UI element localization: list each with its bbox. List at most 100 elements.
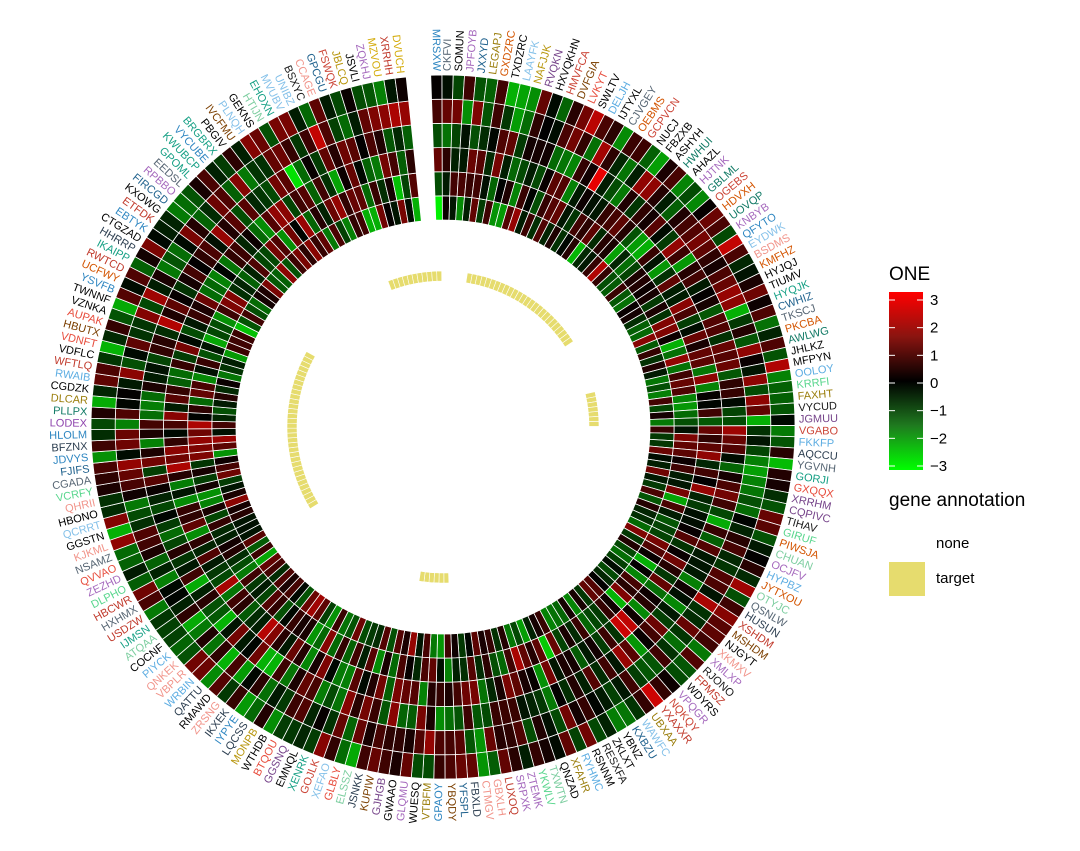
gene-label: VGABO	[799, 425, 839, 437]
annotation-cell-target	[436, 270, 443, 282]
gene-label: VTBFM	[420, 782, 434, 820]
legend-label-target: target	[936, 570, 975, 587]
annotation-cell-target	[286, 432, 298, 439]
gene-label: FJIFS	[60, 463, 91, 478]
gene-label: OOLOY	[794, 362, 835, 380]
heatmap-cell	[744, 393, 771, 407]
heatmap-cell	[769, 435, 796, 449]
heatmap-cell	[211, 434, 237, 444]
heatmap-cell	[138, 428, 165, 440]
legend-swatch-none	[889, 526, 925, 560]
color-legend-tick-label: 3	[930, 292, 938, 309]
heatmap-cell	[211, 420, 237, 430]
heatmap-cell	[431, 98, 443, 124]
heatmap-cell	[139, 437, 165, 450]
heatmap-cell	[443, 633, 453, 659]
heatmap-cell	[90, 428, 116, 442]
heatmap-cell	[441, 122, 453, 149]
heatmap-cell	[721, 405, 747, 418]
annotation-cell-target	[562, 336, 574, 348]
heatmap-cell	[432, 147, 443, 173]
annotation-cell-target	[431, 270, 438, 282]
gene-label: VYCUD	[798, 400, 837, 414]
heatmap-cell	[649, 418, 675, 427]
heatmap-cell	[697, 407, 723, 419]
heatmap-cell	[673, 425, 699, 435]
gene-label: AQCCU	[798, 448, 839, 463]
heatmap-cell	[433, 730, 446, 756]
gene-label: KRRFI	[796, 376, 830, 392]
heatmap-cell	[163, 419, 189, 430]
gene-label: FBXLD	[468, 781, 483, 817]
gene-label: CGADA	[51, 475, 92, 493]
heatmap-cell	[745, 404, 772, 417]
heatmap-cell	[444, 754, 457, 780]
heatmap-cell	[91, 449, 118, 464]
gene-label: DVUCH	[390, 34, 407, 74]
heatmap-cell	[441, 74, 454, 100]
annotation-cell-target	[286, 422, 298, 429]
heatmap-cell	[649, 410, 675, 420]
gene-label: FAXHT	[797, 388, 834, 403]
heatmap-cell	[431, 122, 443, 149]
heatmap-cell	[673, 417, 699, 427]
gene-labels: MRSXW CKFVISOMUNJPFOYBJXXYDLEGAPJGXDZRCTX…	[49, 29, 839, 824]
annotation-cell-target	[418, 570, 426, 583]
heatmap-cell	[436, 633, 445, 659]
heatmap-cell	[768, 391, 795, 406]
annotation-legend-title: gene annotation	[889, 490, 1025, 511]
annotation-cell-target	[588, 416, 600, 423]
heatmap-cell	[394, 76, 410, 103]
heatmap-cell	[721, 415, 748, 427]
annotation-cell-target	[438, 572, 445, 584]
heatmap-cell	[454, 729, 467, 756]
heatmap-cell	[434, 705, 446, 732]
gene-label: XRRHH	[377, 36, 395, 77]
heatmap-cell	[443, 657, 454, 683]
gene-label: JGMUU	[799, 413, 838, 426]
heatmap-cell	[114, 418, 140, 430]
gene-label: CGDZK	[50, 380, 90, 396]
heatmap-cell	[746, 425, 772, 437]
color-legend: ONE 3 2 1 0 −1 −2 −3	[889, 264, 947, 475]
color-legend-tick-label: 2	[930, 320, 938, 337]
legend-swatch-target	[889, 562, 925, 596]
heatmap-cell	[769, 402, 796, 416]
color-legend-ticks: 3 2 1 0 −1 −2 −3	[889, 292, 947, 475]
gene-label: PLLPX	[53, 405, 88, 418]
heatmap-cell	[441, 147, 452, 173]
heatmap-cell	[452, 74, 465, 101]
heatmap-cell	[451, 98, 464, 125]
heatmap-cell	[90, 439, 117, 453]
heatmap-cell	[451, 657, 462, 683]
heatmap-cell	[163, 428, 189, 439]
heatmap-cell	[770, 413, 796, 426]
heatmap-rings	[90, 74, 796, 780]
annotation-cell-target	[286, 427, 298, 434]
gene-label: LEGAPJ	[487, 32, 505, 75]
annotation-cell-target	[286, 417, 298, 424]
gene-label: GWAAO	[382, 778, 400, 821]
gene-label: FKKFP	[798, 436, 834, 450]
color-legend-tick-label: 1	[930, 347, 938, 364]
gene-label: GBXLH	[490, 778, 507, 817]
heatmap-cell	[697, 416, 723, 427]
heatmap-cell	[450, 633, 460, 659]
gene-label: RWAIB	[54, 368, 91, 385]
heatmap-cell	[454, 753, 468, 780]
gene-label: DLCAR	[50, 392, 88, 407]
gene-label: HLOLM	[49, 429, 87, 442]
heatmap-cell	[211, 428, 237, 437]
heatmap-cell	[673, 409, 699, 420]
gene-label: YGVNH	[796, 459, 836, 475]
heatmap-cell	[697, 425, 723, 436]
gene-label: JXXYD	[476, 37, 492, 74]
gene-label: GORJI	[795, 471, 830, 488]
heatmap-cell	[423, 729, 436, 756]
heatmap-cell	[452, 681, 463, 707]
color-legend-bar	[889, 292, 923, 470]
heatmap-cell	[187, 428, 213, 438]
annotation-cell-target	[588, 421, 600, 427]
heatmap-cell	[114, 407, 141, 420]
